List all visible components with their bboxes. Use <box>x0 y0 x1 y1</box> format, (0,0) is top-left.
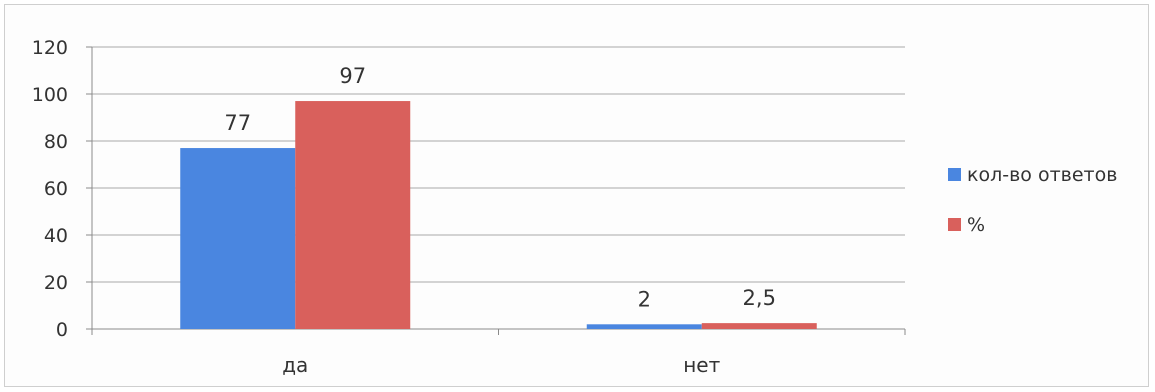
y-tick-label: 80 <box>44 131 68 153</box>
y-tick-label: 60 <box>44 178 68 200</box>
labels: 0 20 40 60 80 100 120 77 97 да 2 2,5 нет <box>32 37 776 377</box>
legend: кол-во ответов% <box>948 164 1117 236</box>
bar <box>701 323 817 329</box>
data-label: 2 <box>638 287 651 311</box>
data-label: 97 <box>339 64 366 88</box>
y-tick-label: 0 <box>56 319 68 341</box>
y-tick-label: 100 <box>32 84 68 106</box>
x-category-label: нет <box>683 353 720 377</box>
bars <box>180 101 817 329</box>
legend-swatch <box>948 168 961 181</box>
legend-label: кол-во ответов <box>967 164 1117 186</box>
y-tick-label: 20 <box>44 272 68 294</box>
bar <box>180 148 296 329</box>
y-tick-label: 120 <box>32 37 68 59</box>
bar <box>295 101 411 329</box>
bar <box>586 324 702 329</box>
x-category-label: да <box>282 353 308 377</box>
legend-swatch <box>948 218 961 231</box>
legend-label: % <box>967 214 985 236</box>
y-tick-label: 40 <box>44 225 68 247</box>
data-label: 2,5 <box>743 286 776 310</box>
data-label: 77 <box>224 111 251 135</box>
